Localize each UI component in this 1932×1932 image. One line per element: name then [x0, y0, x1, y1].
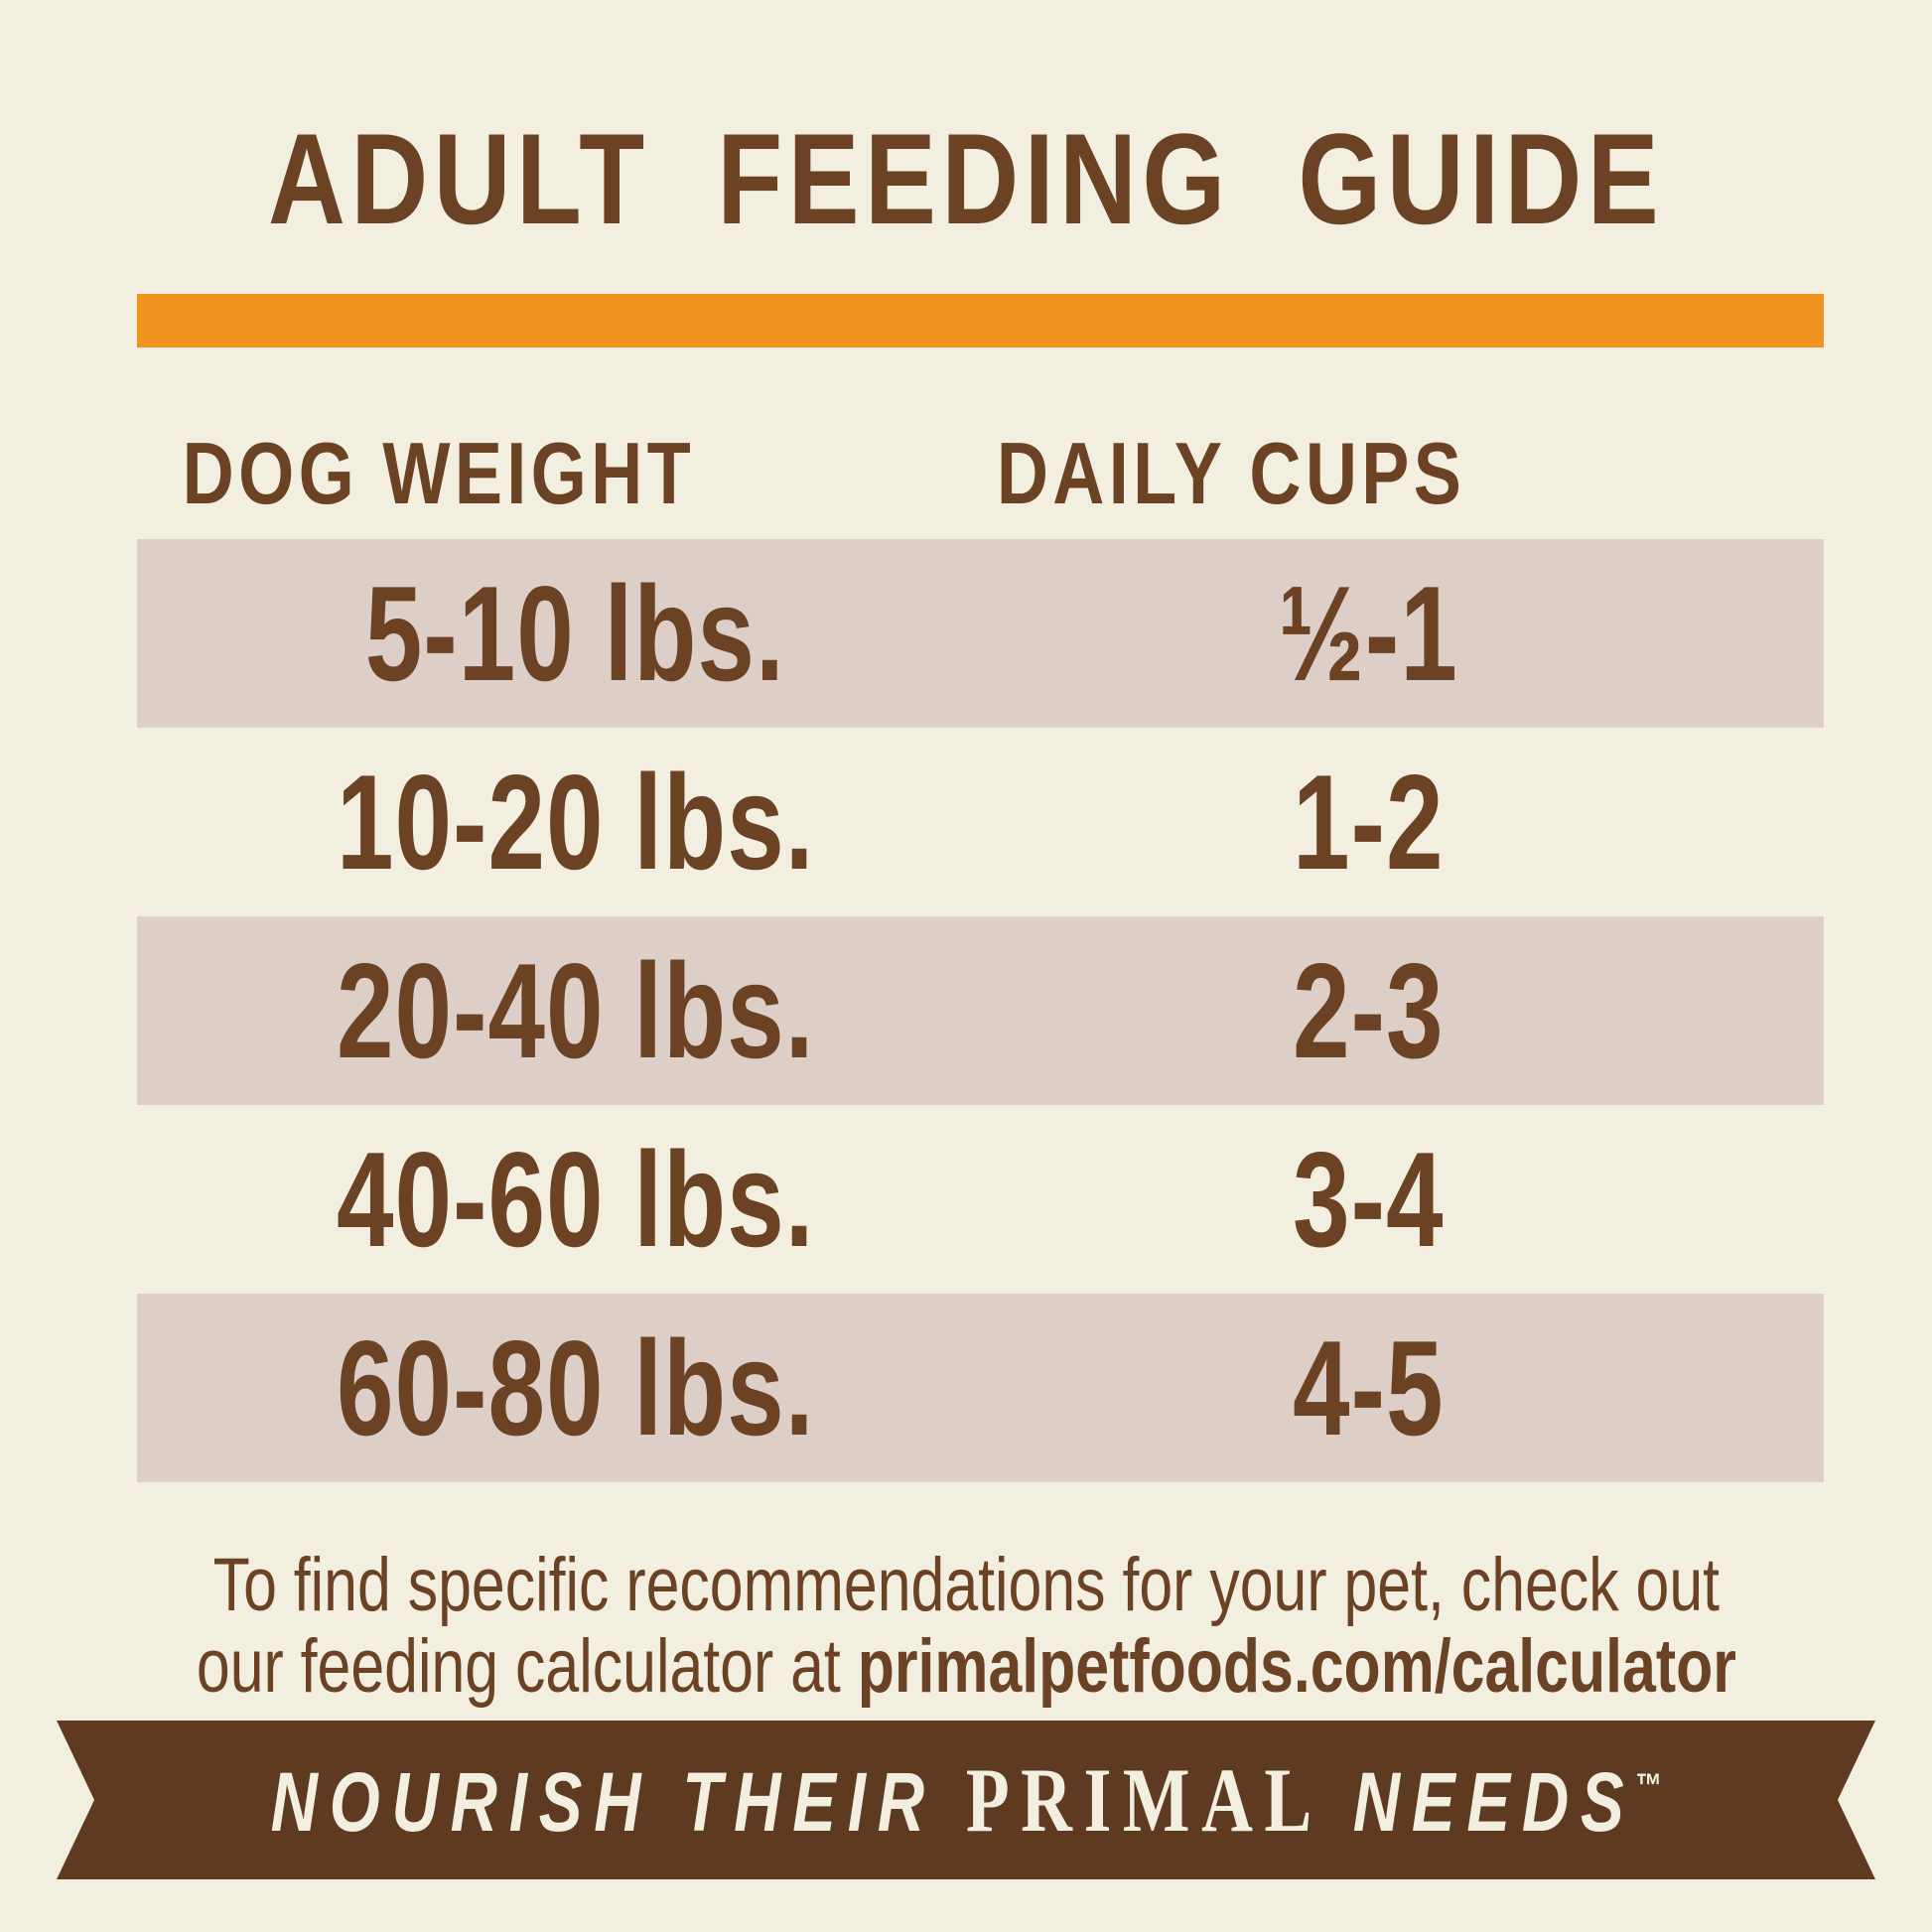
table-row: 40-60 lbs. 3-4	[137, 1105, 1824, 1294]
daily-cups-cell: ½-1	[1014, 539, 1723, 728]
footer-note-line2: our feeding calculator at primalpetfoods…	[0, 1626, 1932, 1708]
tagline-end-text: NEEDS	[1322, 1755, 1636, 1849]
daily-cups-cell: 2-3	[1014, 916, 1723, 1105]
footer-note-line1: To find specific recommendations for you…	[0, 1543, 1932, 1627]
dog-weight-cell: 40-60 lbs.	[137, 1105, 1014, 1294]
daily-cups-cell: 3-4	[1014, 1105, 1723, 1294]
footer-note-line1-text: To find specific recommendations for you…	[212, 1543, 1720, 1627]
daily-cups-value: ½-1	[1278, 558, 1458, 709]
table-row: 10-20 lbs. 1-2	[137, 728, 1824, 916]
feeding-calculator-url: primalpetfoods.com/calculator	[857, 1624, 1736, 1710]
tagline-start-text: NOURISH THEIR	[270, 1755, 966, 1849]
dog-weight-cell: 20-40 lbs.	[137, 916, 1014, 1105]
dog-weight-cell: 5-10 lbs.	[137, 539, 1014, 728]
brand-ribbon-banner: NOURISH THEIR PRIMAL NEEDS™	[57, 1721, 1875, 1879]
dog-weight-value: 20-40 lbs.	[336, 935, 815, 1086]
accent-divider-bar	[137, 294, 1824, 347]
daily-cups-column-header: DAILY CUPS	[877, 424, 1586, 522]
page-title-text: ADULT FEEDING GUIDE	[267, 106, 1665, 251]
dog-weight-value: 5-10 lbs.	[365, 558, 786, 709]
dog-weight-cell: 10-20 lbs.	[137, 728, 1014, 916]
dog-weight-value: 40-60 lbs.	[336, 1124, 815, 1275]
table-row: 60-80 lbs. 4-5	[137, 1294, 1824, 1482]
banner-tagline: NOURISH THEIR PRIMAL NEEDS™	[270, 1747, 1661, 1853]
daily-cups-cell: 1-2	[1014, 728, 1723, 916]
primal-brand-name: PRIMAL	[965, 1749, 1323, 1851]
trademark-symbol: ™	[1635, 1767, 1662, 1805]
footer-note-line2-text: our feeding calculator at	[196, 1624, 858, 1710]
page-title: ADULT FEEDING GUIDE	[0, 114, 1932, 243]
daily-cups-header-text: DAILY CUPS	[997, 424, 1466, 522]
daily-cups-value: 3-4	[1293, 1124, 1445, 1275]
dog-weight-value: 60-80 lbs.	[336, 1312, 815, 1463]
dog-weight-value: 10-20 lbs.	[336, 747, 815, 897]
dog-weight-cell: 60-80 lbs.	[137, 1294, 1014, 1482]
daily-cups-cell: 4-5	[1014, 1294, 1723, 1482]
feeding-table: 5-10 lbs. ½-1 10-20 lbs. 1-2 20-40 lbs. …	[137, 539, 1824, 1482]
dog-weight-header-text: DOG WEIGHT	[182, 424, 695, 522]
table-row: 5-10 lbs. ½-1	[137, 539, 1824, 728]
daily-cups-value: 1-2	[1293, 747, 1445, 897]
table-row: 20-40 lbs. 2-3	[137, 916, 1824, 1105]
daily-cups-value: 4-5	[1293, 1312, 1445, 1463]
daily-cups-value: 2-3	[1293, 935, 1445, 1086]
table-header-row: DOG WEIGHT DAILY CUPS	[0, 424, 1687, 522]
footer-note: To find specific recommendations for you…	[0, 1543, 1932, 1708]
dog-weight-column-header: DOG WEIGHT	[0, 424, 877, 522]
